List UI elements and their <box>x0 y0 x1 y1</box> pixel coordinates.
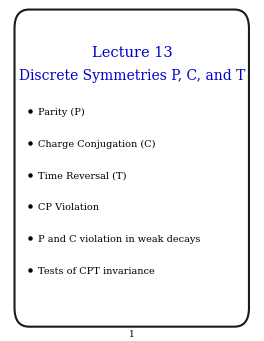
Text: Lecture 13: Lecture 13 <box>92 46 172 60</box>
FancyBboxPatch shape <box>15 10 249 327</box>
Text: Time Reversal (T): Time Reversal (T) <box>38 172 127 180</box>
Text: 1: 1 <box>129 330 135 339</box>
Text: CP Violation: CP Violation <box>38 203 99 212</box>
Text: Tests of CPT invariance: Tests of CPT invariance <box>38 267 155 276</box>
Text: Parity (P): Parity (P) <box>38 108 85 117</box>
Text: Discrete Symmetries P, C, and T: Discrete Symmetries P, C, and T <box>19 69 245 83</box>
Text: P and C violation in weak decays: P and C violation in weak decays <box>38 235 201 244</box>
Text: Charge Conjugation (C): Charge Conjugation (C) <box>38 140 156 149</box>
